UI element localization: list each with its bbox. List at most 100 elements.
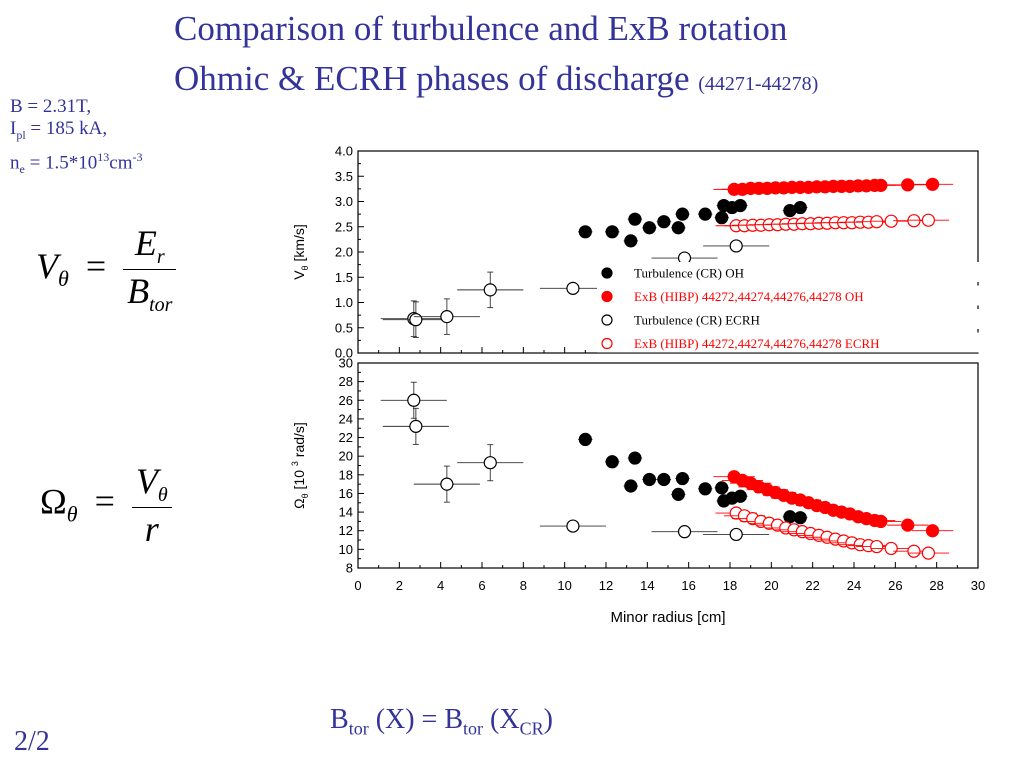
btor-a: B: [330, 704, 349, 735]
data-point: [605, 225, 619, 239]
slide-number: 2/2: [14, 726, 50, 757]
btor-c: (X: [483, 704, 520, 735]
data-point: [925, 177, 940, 191]
series-3: [380, 239, 770, 338]
y-tick-label: 22: [339, 430, 353, 445]
formula2-lhs: Ω: [40, 481, 67, 522]
y-tick-label: 26: [339, 393, 353, 408]
formula2-num-sub: θ: [157, 484, 168, 507]
data-point: [642, 221, 657, 235]
formula1-equals: =: [85, 245, 107, 286]
data-point: [870, 215, 884, 229]
shot-range: (44271-44278): [698, 73, 819, 95]
x-tick-label: 10: [557, 578, 571, 593]
formula1-lhs: V: [36, 245, 58, 286]
btor-b: (X) = B: [368, 704, 464, 735]
data-point: [578, 432, 592, 447]
formula2-fraction: Vθ r: [131, 460, 172, 550]
data-point: [409, 313, 423, 327]
slide-title-line2: Ohmic & ECRH phases of discharge (44271-…: [174, 60, 818, 103]
legend-marker: [601, 314, 613, 326]
legend-label: Turbulence (CR) OH: [634, 266, 744, 281]
y-tick-label: 0.5: [335, 320, 353, 335]
ne-value: = 1.5*10: [24, 152, 98, 174]
x-tick-label: 20: [764, 578, 778, 593]
y-tick-label: 18: [339, 467, 353, 482]
x-tick-label: 26: [888, 578, 902, 593]
ne-unit-exponent: -3: [132, 149, 143, 164]
y-tick-label: 3.0: [335, 194, 353, 209]
data-point: [921, 546, 936, 560]
b-field-param: B = 2.31T,: [10, 96, 92, 117]
data-point: [793, 511, 807, 525]
formula1-den-symbol: B: [127, 271, 150, 312]
data-point: [671, 487, 685, 501]
data-point: [884, 541, 898, 556]
x-tick-label: 0: [354, 578, 361, 593]
data-point: [483, 456, 497, 470]
legend-label: ExB (HIBP) 44272,44274,44276,44278 OH: [634, 289, 864, 304]
legend-marker: [601, 267, 613, 279]
ipl-symbol: I: [10, 118, 17, 139]
x-tick-label: 6: [478, 578, 485, 593]
angular-velocity-formula: Ωθ = Vθ r: [40, 460, 172, 550]
formula1-numerator: Er: [123, 222, 177, 271]
btor-d: ): [543, 704, 553, 735]
ne-symbol: n: [10, 152, 20, 174]
y-axis-label: Vθ [km/s]: [291, 224, 310, 280]
legend: Turbulence (CR) OH ExB (HIBP) 44272,44274…: [597, 262, 987, 353]
data-point: [578, 225, 592, 239]
data-point: [657, 215, 671, 229]
x-tick-label: 8: [520, 578, 527, 593]
legend-bg: [597, 285, 987, 306]
data-point: [715, 211, 729, 225]
data-point: [874, 514, 888, 529]
data-point: [483, 283, 497, 297]
y-tick-label: 14: [339, 505, 353, 520]
formula1-num-sub: r: [156, 246, 165, 269]
series-1: [578, 198, 808, 248]
series-2: [713, 177, 954, 196]
data-point: [870, 539, 884, 554]
y-tick-label: 4.0: [335, 144, 353, 159]
y-tick-label: 1.0: [335, 295, 353, 310]
data-point: [657, 472, 671, 487]
data-point: [624, 234, 638, 248]
data-point: [715, 481, 729, 495]
formula2-denominator: r: [144, 509, 159, 550]
y-tick-label: 10: [339, 542, 353, 557]
formula1-num-symbol: E: [134, 223, 157, 263]
data-point: [733, 489, 747, 503]
data-point: [628, 451, 642, 465]
data-point: [874, 178, 888, 192]
data-point: [729, 527, 743, 542]
y-tick-label: 12: [339, 523, 353, 538]
y-tick-label: 28: [339, 374, 353, 389]
data-point: [907, 544, 921, 558]
data-point: [884, 214, 898, 228]
btor-a-sub: tor: [348, 718, 369, 739]
data-point: [698, 482, 712, 496]
data-point: [907, 214, 921, 228]
x-tick-label: 18: [723, 578, 737, 593]
legend-label: ExB (HIBP) 44272,44274,44276,44278 ECRH: [634, 336, 880, 351]
y-tick-label: 16: [339, 486, 353, 501]
density-param: ne = 1.5*1013cm-3: [10, 146, 143, 180]
data-point: [407, 393, 421, 407]
y-tick-label: 30: [339, 356, 353, 371]
data-point: [677, 525, 692, 539]
formula2-numerator: Vθ: [131, 460, 172, 509]
formula1-fraction: Er Btor: [123, 222, 177, 317]
data-point: [901, 518, 915, 532]
series-1: [578, 432, 808, 525]
data-point: [698, 207, 712, 221]
y-tick-label: 2.5: [335, 219, 353, 234]
x-tick-label: 16: [681, 578, 695, 593]
data-point: [642, 472, 657, 487]
y-tick-label: 24: [339, 411, 353, 426]
data-point: [733, 198, 747, 213]
data-point: [675, 207, 690, 221]
data-point: [793, 200, 807, 215]
legend-bg: [597, 309, 987, 329]
